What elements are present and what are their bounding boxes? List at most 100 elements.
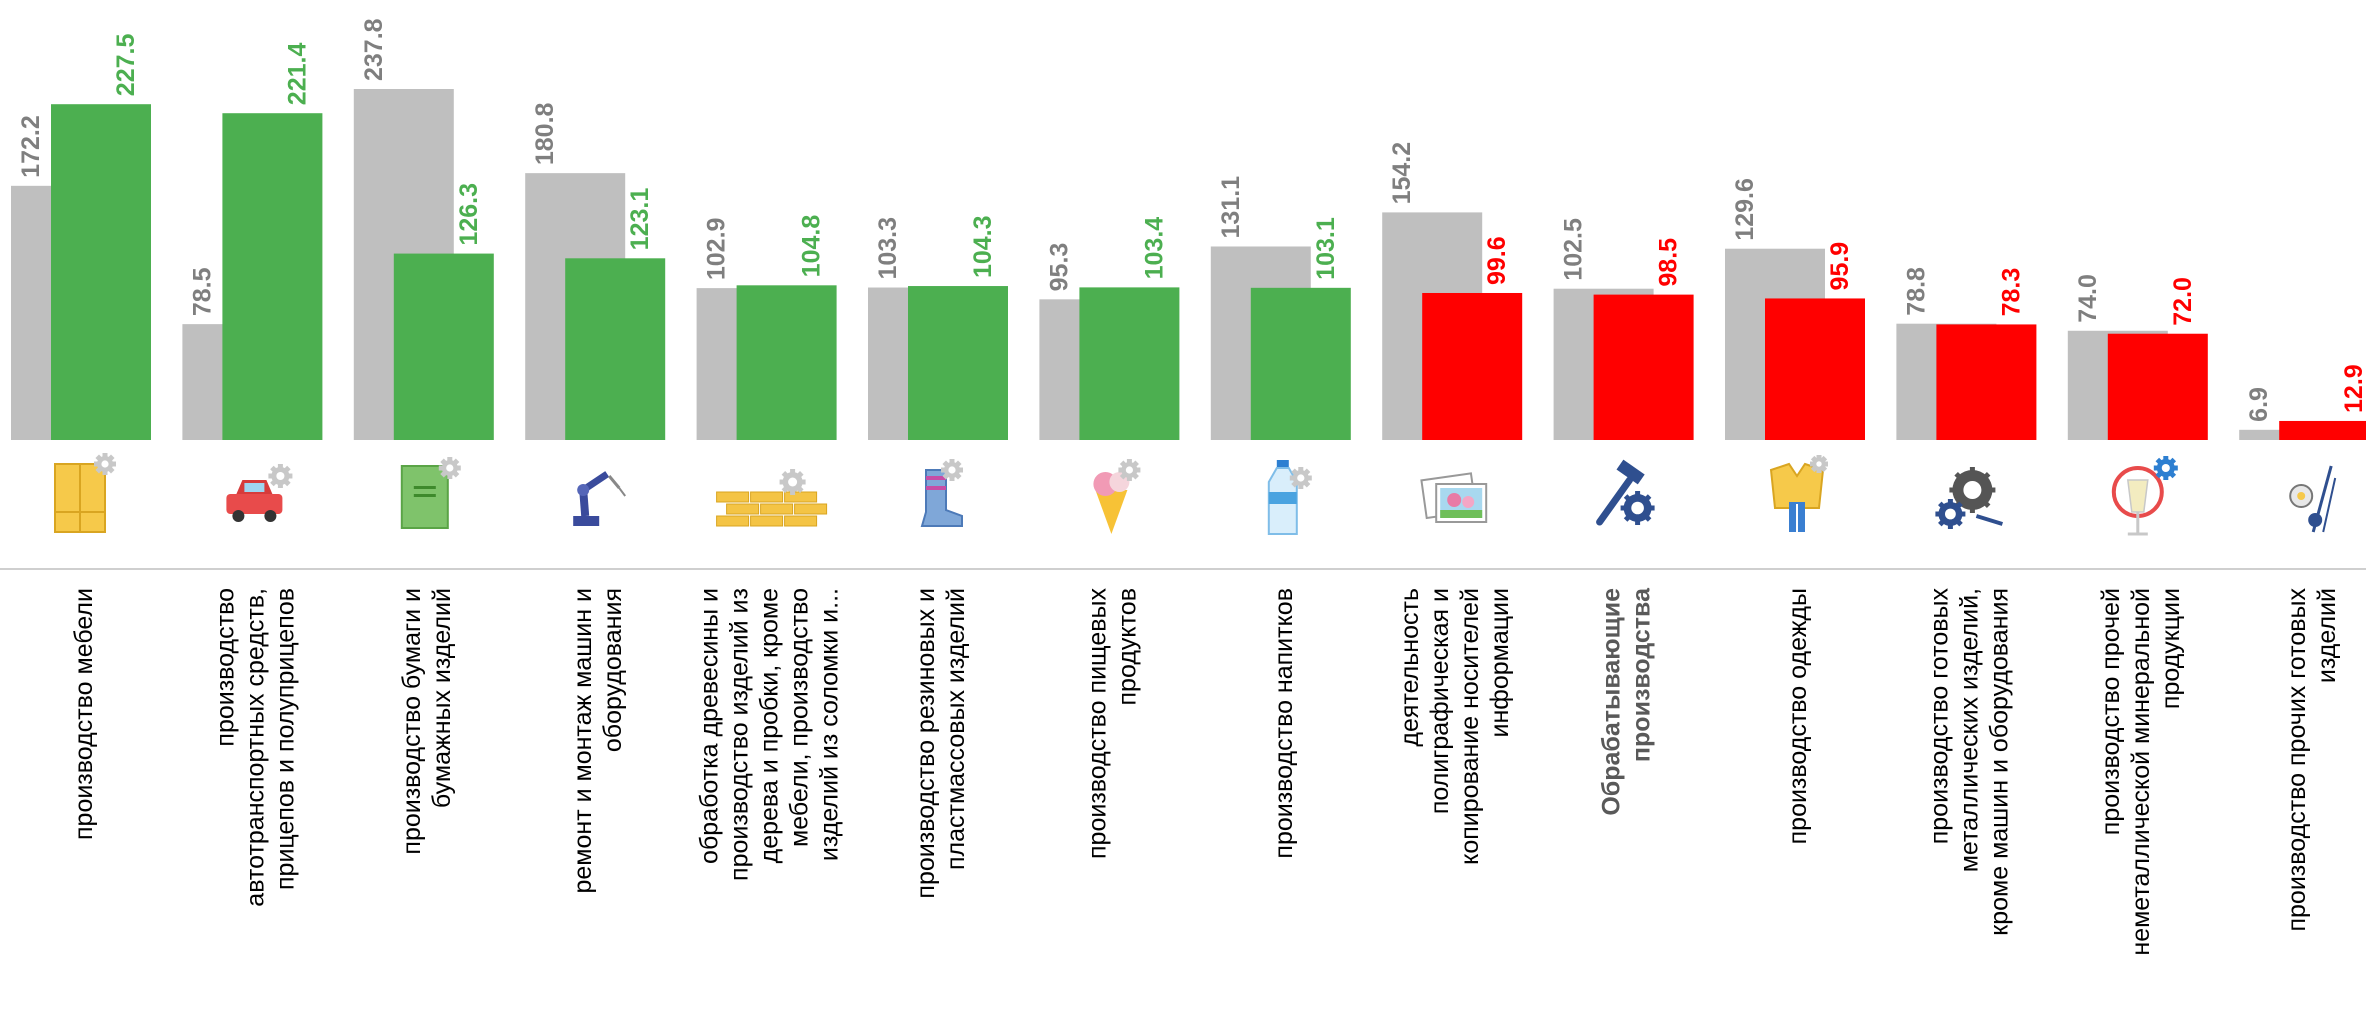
category-label-line: пластмассовых изделий	[942, 588, 970, 870]
category-label-0: производство мебели	[70, 588, 98, 840]
category-label-line: изделий	[2313, 588, 2341, 683]
bar-current-3	[565, 258, 666, 440]
rubber-boot-icon	[920, 459, 963, 527]
value-label-previous-7: 131.1	[1217, 176, 1245, 239]
value-label-current-10: 95.9	[1826, 242, 1854, 291]
category-label-5: производство резиновых и пластмассовых из…	[912, 588, 970, 899]
book-icon	[400, 457, 461, 529]
category-label-line: производство напитков	[1270, 588, 1298, 859]
category-label-line: прицепов и полуприцепов	[271, 588, 299, 890]
metal-gears-icon	[1935, 467, 2003, 529]
hammer-gear-icon	[1596, 459, 1655, 526]
value-label-previous-1: 78.5	[188, 267, 216, 316]
bar-current-10	[1765, 298, 1865, 440]
bar-current-2	[393, 253, 494, 440]
category-label-line: изделий из соломки и...	[816, 588, 844, 861]
value-label-previous-3: 180.8	[531, 102, 559, 165]
value-label-current-7: 103.1	[1312, 217, 1340, 280]
value-label-previous-13: 6.9	[2245, 387, 2273, 422]
value-label-previous-11: 78.8	[1902, 267, 1930, 316]
value-label-current-13: 12.9	[2340, 364, 2366, 413]
category-label-line: производство одежды	[1784, 588, 1812, 844]
bar-current-7	[1250, 287, 1351, 440]
category-label-line: бумажных изделий	[428, 588, 456, 808]
category-label-line: производство прочей	[2097, 588, 2125, 835]
bar-current-1	[222, 113, 323, 440]
category-label-line: металлических изделий,	[1955, 588, 1983, 872]
bar-current-11	[1936, 324, 2037, 440]
glass-mirror-icon	[2111, 456, 2178, 536]
bar-current-6	[1079, 287, 1180, 440]
category-label-line: производство мебели	[70, 588, 98, 840]
value-label-current-2: 126.3	[455, 183, 483, 246]
category-label-line: производство	[211, 588, 239, 747]
value-label-current-1: 221.4	[283, 43, 311, 106]
category-label-2: производство бумаги и бумажных изделий	[398, 588, 456, 855]
category-label-line: производство прочих готовых	[2283, 588, 2311, 932]
category-label-line: автотранспортных средств,	[241, 588, 269, 907]
category-label-line: производства	[1628, 587, 1656, 762]
value-label-previous-8: 154.2	[1388, 142, 1416, 205]
category-label-line: продукции	[2157, 588, 2185, 709]
category-label-10: производство одежды	[1784, 588, 1812, 844]
wood-planks-icon	[716, 469, 828, 527]
value-label-previous-9: 102.5	[1560, 218, 1588, 281]
category-label-line: производство изделий из	[726, 588, 754, 881]
robot-arm-icon	[573, 471, 627, 526]
category-label-7: производство напитков	[1270, 588, 1298, 859]
category-label-line: производство резиновых и	[912, 588, 940, 899]
value-label-previous-0: 172.2	[17, 115, 45, 178]
value-label-previous-6: 95.3	[1045, 243, 1073, 292]
value-label-previous-5: 103.3	[874, 217, 902, 280]
category-label-3: ремонт и монтаж машин и оборудования	[569, 588, 627, 893]
bar-current-12	[2107, 333, 2208, 440]
category-label-line: деятельность	[1396, 588, 1424, 747]
value-label-current-5: 104.3	[969, 215, 997, 278]
wardrobe-icon	[54, 453, 116, 533]
ice-cream-icon	[1093, 459, 1141, 534]
category-label-line: производство бумаги и	[398, 588, 426, 855]
category-labels-layer: производство мебели производство автотранс…	[70, 587, 2341, 956]
clothing-icon	[1769, 455, 1828, 532]
category-label-line: неметаллической минеральной	[2127, 588, 2155, 956]
bar-current-0	[51, 104, 151, 440]
value-label-current-0: 227.5	[112, 34, 140, 97]
bar-current-8	[1422, 292, 1523, 440]
bar-current-9	[1593, 294, 1694, 440]
category-label-line: кроме машин и оборудования	[1985, 588, 2013, 936]
value-label-current-9: 98.5	[1655, 238, 1683, 287]
category-label-line: производство пищевых	[1083, 588, 1111, 859]
value-label-current-11: 78.3	[1997, 268, 2025, 317]
icons-layer	[54, 453, 2337, 536]
value-label-previous-4: 102.9	[703, 218, 731, 281]
bar-current-13	[2279, 420, 2366, 440]
category-label-line: производство готовых	[1925, 588, 1953, 845]
category-label-1: производство автотранспортных средств, при…	[211, 588, 299, 907]
printed-photos-icon	[1420, 472, 1488, 523]
category-label-line: Обрабатывающие	[1598, 588, 1626, 816]
category-label-line: мебели, производство	[786, 588, 814, 847]
category-label-6: производство пищевых продуктов	[1083, 588, 1141, 859]
bar-current-4	[736, 285, 837, 440]
value-label-current-6: 103.4	[1140, 217, 1168, 280]
category-label-12: производство прочей неметаллической минер…	[2097, 588, 2185, 956]
category-label-line: обработка древесины и	[696, 588, 724, 864]
category-label-line: полиграфическая и	[1426, 588, 1454, 814]
value-label-current-12: 72.0	[2169, 277, 2197, 326]
bar-current-5	[908, 286, 1008, 440]
category-label-8: деятельность полиграфическая и копирование…	[1396, 588, 1514, 865]
category-label-line: оборудования	[599, 588, 627, 752]
value-label-current-4: 104.8	[798, 215, 826, 278]
value-label-current-3: 123.1	[626, 188, 654, 251]
value-label-current-8: 99.6	[1483, 236, 1511, 285]
sports-items-icon	[2289, 465, 2337, 533]
category-label-line: информации	[1486, 588, 1514, 738]
car-icon	[226, 464, 293, 522]
water-bottle-icon	[1267, 460, 1312, 535]
category-label-line: продуктов	[1113, 588, 1141, 705]
value-label-previous-10: 129.6	[1731, 178, 1759, 241]
value-label-previous-12: 74.0	[2074, 274, 2102, 323]
category-label-line: ремонт и монтаж машин и	[569, 588, 597, 893]
